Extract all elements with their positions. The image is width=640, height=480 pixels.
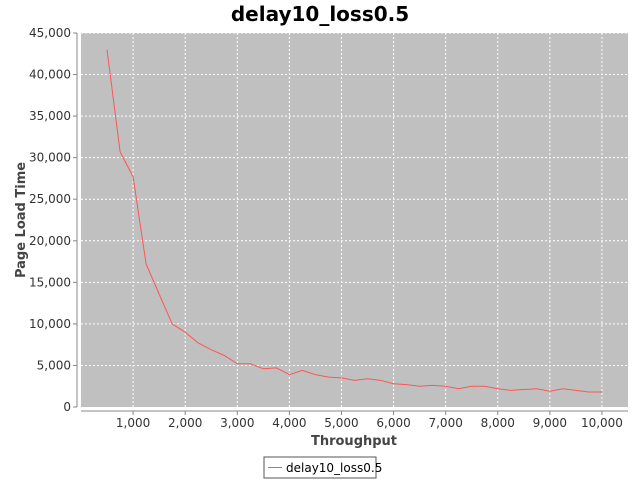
data-point — [601, 391, 602, 392]
data-point — [250, 363, 251, 364]
grid-lines — [81, 32, 628, 407]
data-point — [510, 390, 511, 391]
chart-title: delay10_loss0.5 — [231, 2, 409, 26]
data-point — [132, 176, 133, 177]
y-tick-label: 5,000 — [37, 358, 71, 372]
data-point — [458, 388, 459, 389]
x-tick-label: 9,000 — [533, 416, 567, 430]
x-tick-label: 4,000 — [272, 416, 306, 430]
data-point — [263, 368, 264, 369]
data-point — [185, 332, 186, 333]
y-axis-label: Page Load Time — [14, 162, 29, 278]
plot-area — [81, 33, 628, 407]
y-tick-label: 45,000 — [29, 26, 71, 40]
data-point — [588, 391, 589, 392]
data-point — [445, 386, 446, 387]
y-tick-label: 25,000 — [29, 192, 71, 206]
y-tick-label: 35,000 — [29, 109, 71, 123]
x-tick-label: 1,000 — [116, 416, 150, 430]
y-tick-label: 40,000 — [29, 68, 71, 82]
x-tick-label: 3,000 — [220, 416, 254, 430]
x-tick-label: 2,000 — [168, 416, 202, 430]
data-point — [172, 323, 173, 324]
data-point — [432, 385, 433, 386]
y-tick-label: 30,000 — [29, 151, 71, 165]
data-point — [497, 388, 498, 389]
data-point — [406, 384, 407, 385]
data-point — [354, 380, 355, 381]
data-point — [562, 388, 563, 389]
y-tick-label: 20,000 — [29, 234, 71, 248]
data-point — [328, 376, 329, 377]
data-point — [536, 388, 537, 389]
data-point — [159, 293, 160, 294]
x-tick-label: 7,000 — [428, 416, 462, 430]
data-point — [289, 374, 290, 375]
data-point — [523, 389, 524, 390]
data-point — [549, 391, 550, 392]
x-tick-label: 6,000 — [376, 416, 410, 430]
data-point — [119, 151, 120, 152]
series-line — [106, 49, 602, 393]
data-point — [146, 263, 147, 264]
data-point — [575, 390, 576, 391]
x-axis-label: Throughput — [311, 434, 397, 449]
legend-box — [263, 456, 377, 479]
data-point — [198, 342, 199, 343]
legend-label: delay10_loss0.5 — [286, 461, 382, 475]
axes: 1,000 2,000 3,000 4,000 5,000 6,000 7,000 8,000… — [29, 26, 628, 430]
data-point — [393, 383, 394, 384]
y-tick-label: 15,000 — [29, 275, 71, 289]
data-point — [302, 370, 303, 371]
data-point — [471, 386, 472, 387]
data-point — [341, 377, 342, 378]
series-layer — [106, 49, 602, 393]
data-point — [224, 355, 225, 356]
x-tick-label: 8,000 — [481, 416, 515, 430]
legend: delay10_loss0.5 — [263, 456, 382, 479]
data-point — [237, 363, 238, 364]
data-point — [380, 380, 381, 381]
data-point — [367, 378, 368, 379]
y-tick-label: 10,000 — [29, 317, 71, 331]
data-point — [315, 374, 316, 375]
data-point — [211, 349, 212, 350]
y-tick-label: 0 — [63, 400, 71, 414]
x-tick-label: 10,000 — [581, 416, 623, 430]
data-point — [484, 386, 485, 387]
x-tick-label: 5,000 — [324, 416, 358, 430]
data-point — [276, 367, 277, 368]
data-point — [106, 49, 107, 50]
data-point — [419, 386, 420, 387]
